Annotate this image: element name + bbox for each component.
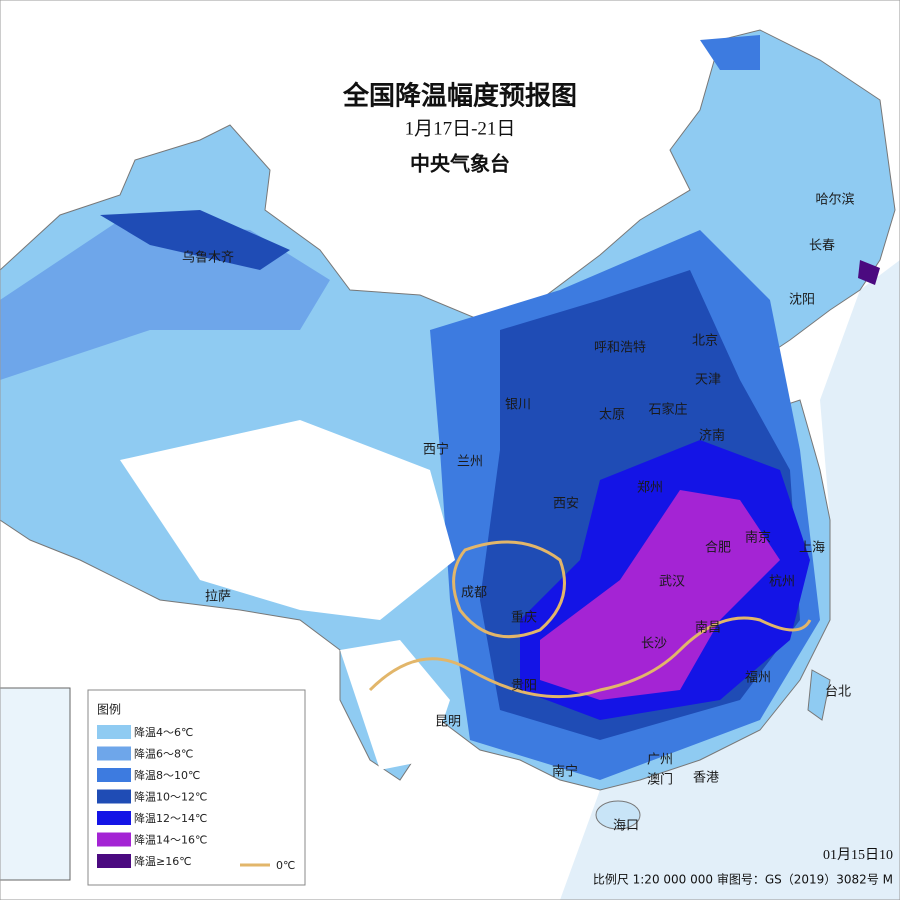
city: 南昌 [695, 620, 721, 636]
legend-label: 降温4～6℃ [134, 725, 193, 739]
city: 太原 [599, 408, 625, 423]
city: 南宁 [552, 764, 578, 780]
city: 昆明 [435, 715, 461, 730]
city: 香港 [693, 771, 719, 786]
city: 长春 [809, 239, 835, 254]
city: 天津 [695, 373, 721, 388]
region-no-drop [340, 640, 450, 770]
zero-contour [368, 616, 812, 699]
scale-note: 比例尺 1:20 000 000 审图号：GS（2019）3082号 M [593, 872, 893, 887]
legend-swatch [97, 854, 131, 868]
legend-label: 降温6～8℃ [134, 747, 193, 761]
city: 拉萨 [205, 590, 231, 605]
region-14-16 [540, 490, 780, 700]
city: 北京 [692, 334, 718, 349]
city: 贵阳 [511, 679, 537, 694]
agency: 中央气象台 [410, 152, 510, 176]
hainan [595, 800, 641, 830]
issued-time: 01月15日10 [823, 847, 893, 863]
city: 上海 [799, 541, 825, 556]
city: 西安 [553, 497, 579, 512]
city: 沈阳 [789, 293, 815, 308]
region-no-drop [120, 420, 455, 620]
legend-swatch [97, 725, 131, 739]
legend-label: 降温14～16℃ [134, 833, 207, 847]
region-10-12 [100, 210, 290, 270]
legend-swatch [97, 746, 131, 761]
city: 澳门 [647, 772, 673, 788]
city: 福州 [745, 671, 771, 686]
city: 重庆 [511, 610, 537, 626]
city: 呼和浩特 [594, 341, 646, 356]
legend-swatch [97, 768, 131, 782]
legend-label: 降温10～12℃ [134, 790, 207, 804]
legend-title: 图例 [97, 703, 121, 717]
region-16 [858, 260, 880, 285]
city: 杭州 [769, 575, 795, 590]
city: 济南 [699, 428, 725, 444]
city: 哈尔滨 [815, 192, 854, 208]
city: 武汉 [659, 575, 685, 590]
city: 合肥 [705, 541, 731, 556]
legend-box [87, 689, 306, 886]
city: 长沙 [641, 637, 667, 652]
city: 兰州 [457, 455, 483, 470]
legend-label: 降温8～10℃ [134, 768, 200, 782]
city: 郑州 [637, 481, 663, 496]
legend-contour-label: 0℃ [276, 859, 295, 872]
legend-swatch [97, 789, 131, 804]
legend-swatch [97, 811, 131, 825]
city: 西宁 [423, 442, 449, 458]
city: 乌鲁木齐 [182, 250, 234, 266]
city: 台北 [825, 685, 851, 700]
title: 全国降温幅度预报图 [342, 81, 577, 112]
taiwan [807, 669, 831, 721]
inset-map [0, 687, 71, 881]
city: 广州 [647, 753, 673, 768]
city: 海口 [613, 819, 639, 834]
city: 银川 [505, 398, 531, 413]
sea [560, 260, 900, 900]
legend-label: 降温≥16℃ [134, 854, 192, 868]
region-8-10 [700, 35, 760, 70]
zero-contour [452, 540, 566, 639]
legend: 图例 0℃ 降温4～6℃ 降温6～8℃ 降温8～10℃ 降温10～12℃ 降温12～14… [87, 689, 306, 886]
legend-label: 降温12～14℃ [134, 811, 207, 825]
city: 南京 [745, 530, 771, 546]
city-labels: 乌鲁木齐 哈尔滨 长春 沈阳 呼和浩特 北京 天津 银川 太原 石家庄 济南 西… [182, 192, 855, 834]
city: 成都 [461, 586, 487, 601]
city: 石家庄 [648, 402, 687, 418]
period: 1月17日-21日 [405, 118, 516, 139]
legend-swatch [97, 832, 131, 847]
